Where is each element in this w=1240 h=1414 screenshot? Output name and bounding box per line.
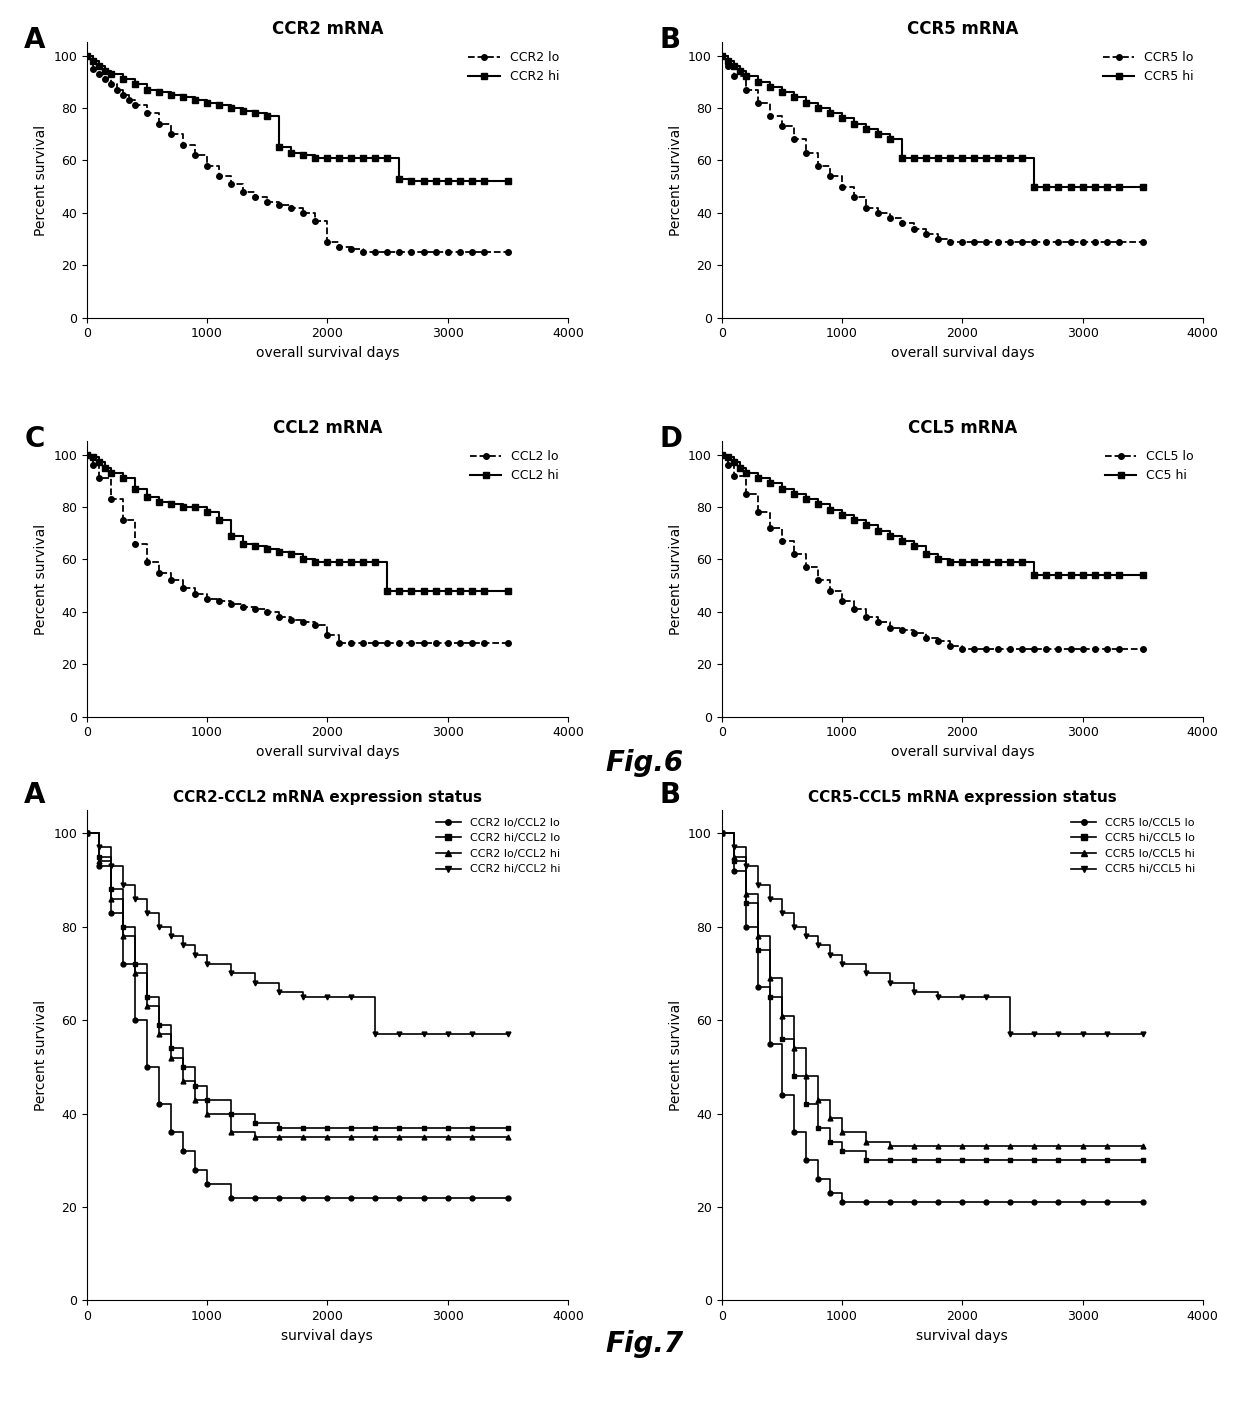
Title: CCR2-CCL2 mRNA expression status: CCR2-CCL2 mRNA expression status: [172, 789, 482, 805]
Y-axis label: Percent survival: Percent survival: [33, 523, 47, 635]
X-axis label: overall survival days: overall survival days: [255, 745, 399, 759]
Legend: CCR5 lo/CCL5 lo, CCR5 hi/CCL5 lo, CCR5 lo/CCL5 hi, CCR5 hi/CCL5 hi: CCR5 lo/CCL5 lo, CCR5 hi/CCL5 lo, CCR5 l…: [1066, 813, 1199, 880]
Legend: CCR5 lo, CCR5 hi: CCR5 lo, CCR5 hi: [1099, 47, 1199, 89]
Text: Fig.6: Fig.6: [605, 749, 684, 778]
X-axis label: overall survival days: overall survival days: [890, 745, 1034, 759]
X-axis label: survival days: survival days: [916, 1329, 1008, 1343]
X-axis label: overall survival days: overall survival days: [890, 346, 1034, 361]
Title: CCR2 mRNA: CCR2 mRNA: [272, 20, 383, 38]
Legend: CCR2 lo/CCL2 lo, CCR2 hi/CCL2 lo, CCR2 lo/CCL2 hi, CCR2 hi/CCL2 hi: CCR2 lo/CCL2 lo, CCR2 hi/CCL2 lo, CCR2 l…: [432, 813, 564, 880]
Text: A: A: [25, 25, 46, 54]
X-axis label: overall survival days: overall survival days: [255, 346, 399, 361]
Text: C: C: [25, 426, 45, 452]
Y-axis label: Percent survival: Percent survival: [668, 523, 682, 635]
Title: CCR5 mRNA: CCR5 mRNA: [906, 20, 1018, 38]
Y-axis label: Percent survival: Percent survival: [33, 124, 47, 236]
Text: Fig.7: Fig.7: [605, 1331, 684, 1357]
Y-axis label: Percent survival: Percent survival: [33, 1000, 47, 1111]
Legend: CCR2 lo, CCR2 hi: CCR2 lo, CCR2 hi: [464, 47, 564, 89]
Legend: CCL5 lo, CC5 hi: CCL5 lo, CC5 hi: [1100, 445, 1199, 488]
Text: B: B: [660, 25, 681, 54]
Title: CCR5-CCL5 mRNA expression status: CCR5-CCL5 mRNA expression status: [808, 789, 1117, 805]
Text: B: B: [660, 781, 681, 809]
X-axis label: survival days: survival days: [281, 1329, 373, 1343]
Text: D: D: [660, 426, 682, 452]
Legend: CCL2 lo, CCL2 hi: CCL2 lo, CCL2 hi: [465, 445, 564, 488]
Title: CCL2 mRNA: CCL2 mRNA: [273, 419, 382, 437]
Text: A: A: [25, 781, 46, 809]
Y-axis label: Percent survival: Percent survival: [668, 1000, 682, 1111]
Title: CCL5 mRNA: CCL5 mRNA: [908, 419, 1017, 437]
Y-axis label: Percent survival: Percent survival: [668, 124, 682, 236]
